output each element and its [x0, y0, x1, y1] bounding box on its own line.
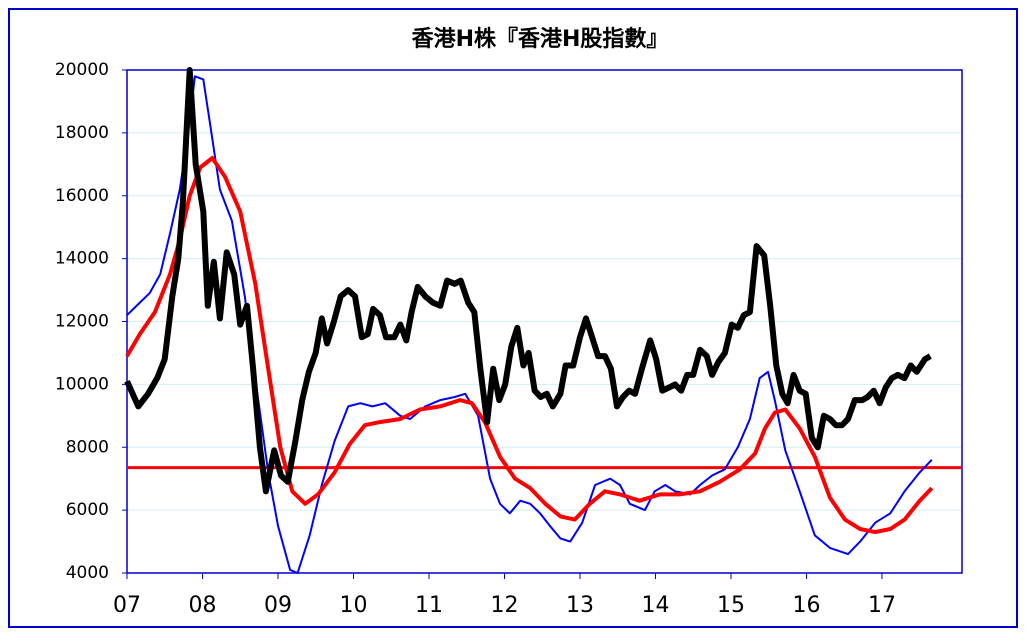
- y-tick-label: 12000: [55, 312, 109, 332]
- y-tick-label: 6000: [66, 500, 109, 520]
- x-tick-label: 10: [339, 593, 367, 618]
- y-tick-label: 20000: [55, 60, 109, 80]
- chart-title: 香港H株『香港H股指數』: [412, 26, 669, 52]
- x-tick-label: 08: [188, 593, 216, 618]
- y-tick-label: 16000: [55, 186, 109, 206]
- y-tick-label: 8000: [66, 437, 109, 457]
- x-tick-label: 09: [264, 593, 292, 618]
- x-tick-label: 17: [868, 593, 896, 618]
- y-tick-label: 14000: [55, 249, 109, 269]
- y-tick-label: 10000: [55, 374, 109, 394]
- x-tick-label: 11: [415, 593, 443, 618]
- x-tick-label: 16: [792, 593, 820, 618]
- series-line: [126, 75, 933, 574]
- series-line: [125, 156, 934, 535]
- x-tick-label: 14: [641, 593, 669, 618]
- x-tick-label: 15: [717, 593, 745, 618]
- y-tick-label: 18000: [55, 123, 109, 143]
- y-tick-label: 4000: [66, 563, 109, 583]
- x-tick-label: 07: [113, 593, 141, 618]
- x-tick-label: 13: [566, 593, 594, 618]
- series-line: [124, 67, 932, 495]
- plot-area: [126, 69, 963, 574]
- x-tick-label: 12: [490, 593, 518, 618]
